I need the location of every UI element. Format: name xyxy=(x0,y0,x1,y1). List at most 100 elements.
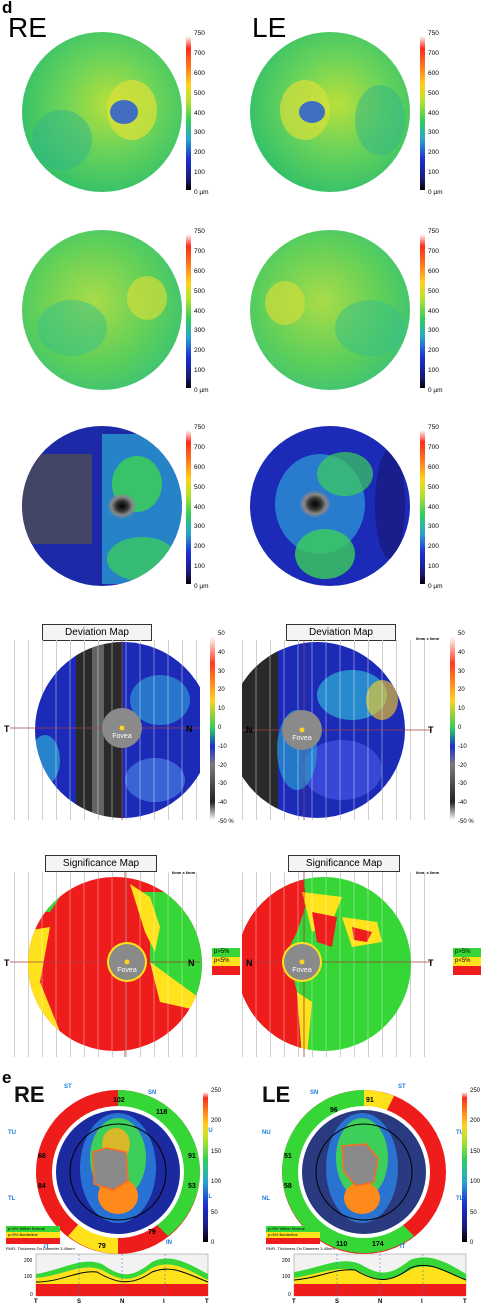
re-sector-nu: NU xyxy=(204,1128,213,1134)
le-deviation-scale-bar xyxy=(450,636,455,820)
re-scale-labels-2: 750 700 600 500 400 300 200 100 0 µm xyxy=(194,228,209,394)
svg-text:200: 200 xyxy=(24,1258,33,1264)
le-label: LE xyxy=(252,12,287,43)
re-sector-st: ST xyxy=(64,1084,72,1090)
le-scale-bar-1 xyxy=(420,36,425,190)
e-re-legend: p>5% Within Normal p<5% Borderline p<1% … xyxy=(6,1226,60,1244)
le-thickness-map-2 xyxy=(250,230,410,390)
le-deviation-left-label: N xyxy=(246,725,253,735)
e-le-label: LE xyxy=(262,1082,291,1107)
le-sector-tu: TU xyxy=(456,1130,464,1136)
re-scale-labels-1: 750 700 600 500 400 300 200 100 0 µm xyxy=(194,30,209,196)
e-re-rnfl-map: 102 118 68 91 84 53 79 79 xyxy=(36,1090,200,1254)
le-deviation-map: Fovea N T xyxy=(242,640,434,820)
le-scale-labels-2: 750 700 600 500 400 300 200 100 0 µm xyxy=(428,228,443,394)
re-deviation-fovea: Fovea xyxy=(112,733,132,740)
re-significance-title: Significance Map xyxy=(45,855,157,872)
le-sector-nu: NU xyxy=(262,1130,271,1136)
re-val-nl: 53 xyxy=(188,1183,196,1190)
legend-yellow: p<5% xyxy=(212,957,240,966)
le-thickness-map-3 xyxy=(250,426,410,586)
re-sector-in: IN xyxy=(166,1240,172,1246)
le-scale-labels-1: 750 700 600 500 400 300 200 100 0 µm xyxy=(428,30,443,196)
e-re-profile-caption: RNFL Thickness On Diameter 3.45mm xyxy=(6,1246,75,1251)
le-significance-left-label: N xyxy=(246,958,253,968)
re-val-tl: 84 xyxy=(38,1183,46,1190)
le-sector-st: ST xyxy=(398,1084,406,1090)
le-significance-right-label: T xyxy=(428,958,434,968)
le-sector-tl: TL xyxy=(456,1196,464,1202)
le-scale-labels-3: 750 700 600 500 400 300 200 100 0 µm xyxy=(428,424,443,590)
re-scale-labels-3: 750 700 600 500 400 300 200 100 0 µm xyxy=(194,424,209,590)
le-thickness-map-1 xyxy=(250,32,410,192)
re-significance-fovea: Fovea xyxy=(117,967,137,974)
svg-text:N: N xyxy=(120,1299,124,1304)
svg-text:0: 0 xyxy=(288,1292,291,1298)
re-thickness-map-2 xyxy=(22,230,182,390)
e-re-scale-bar xyxy=(203,1092,208,1242)
re-val-it: 79 xyxy=(98,1243,106,1250)
re-significance-left-label: T xyxy=(4,958,10,968)
re-scale-bar-3 xyxy=(186,430,191,584)
e-re-tsnit-profile: 200 100 0 T S N I T xyxy=(24,1253,209,1304)
re-deviation-title: Deviation Map xyxy=(42,624,152,641)
re-significance-right-label: N xyxy=(188,958,195,968)
re-significance-map: Fovea T N xyxy=(4,872,202,1057)
svg-text:100: 100 xyxy=(24,1274,33,1280)
legend-red: p<1% xyxy=(453,966,481,975)
re-sector-nl: NL xyxy=(204,1194,212,1200)
legend-green: p>5% xyxy=(212,948,240,957)
svg-text:100: 100 xyxy=(282,1274,291,1280)
le-deviation-size: 6mm x 6mm xyxy=(416,636,440,641)
legend-yellow: p<5% xyxy=(453,957,481,966)
re-sector-tl: TL xyxy=(8,1196,16,1202)
e-le-legend: p>5% Within Normal p<5% Borderline p<1% … xyxy=(266,1226,320,1244)
e-le-profile-caption: RNFL Thickness On Diameter 3.45mm xyxy=(266,1246,335,1251)
svg-text:N: N xyxy=(378,1299,382,1304)
le-sector-it: IT xyxy=(400,1244,406,1250)
re-val-nu: 91 xyxy=(188,1153,196,1160)
re-deviation-right-label: N xyxy=(186,724,193,734)
svg-text:T: T xyxy=(292,1299,296,1304)
panel-letter-d: d xyxy=(2,0,13,17)
legend-green: p>5% xyxy=(453,948,481,957)
svg-text:I: I xyxy=(163,1299,165,1304)
le-scale-bar-2 xyxy=(420,234,425,388)
e-le-scale-bar xyxy=(462,1092,467,1242)
le-val-nu: 51 xyxy=(284,1153,292,1160)
svg-text:S: S xyxy=(77,1299,81,1304)
le-val-it: 174 xyxy=(372,1241,384,1248)
le-significance-title: Significance Map xyxy=(288,855,400,872)
le-val-nl: 58 xyxy=(284,1183,292,1190)
re-sector-it: IT xyxy=(44,1244,50,1250)
e-le-rnfl-map: 96 91 51 58 110 174 xyxy=(282,1090,446,1254)
e-le-tsnit-profile: 200 100 0 T S N I T xyxy=(282,1253,467,1304)
svg-text:S: S xyxy=(335,1299,339,1304)
re-scale-bar-1 xyxy=(186,36,191,190)
re-thickness-map-1 xyxy=(22,32,182,192)
re-scale-bar-2 xyxy=(186,234,191,388)
e-re-scale-labels: 250 200 150 100 50 0 xyxy=(211,1088,222,1246)
re-val-tu: 68 xyxy=(38,1153,46,1160)
svg-text:T: T xyxy=(463,1299,467,1304)
svg-text:T: T xyxy=(205,1299,209,1304)
le-sector-sn: SN xyxy=(310,1090,319,1096)
re-label: RE xyxy=(8,12,47,43)
le-val-st: 91 xyxy=(366,1097,374,1104)
e-le-scale-labels: 250 200 150 100 50 0 xyxy=(470,1088,481,1246)
re-val-sn: 118 xyxy=(156,1109,167,1116)
legend-red: p<1% xyxy=(212,966,240,975)
le-significance-map: Fovea N T xyxy=(242,872,434,1057)
svg-text:0: 0 xyxy=(30,1292,33,1298)
le-deviation-right-label: T xyxy=(428,725,434,735)
re-deviation-left-label: T xyxy=(4,724,10,734)
re-val-in: 79 xyxy=(148,1229,156,1236)
le-deviation-title: Deviation Map xyxy=(286,624,396,641)
panel-letter-e: e xyxy=(2,1068,12,1087)
re-deviation-scale-labels: 50 40 30 20 10 0 -10 -20 -30 -40 -50 % xyxy=(218,631,234,825)
re-sector-tu: TU xyxy=(8,1130,16,1136)
re-val-st: 102 xyxy=(113,1097,125,1104)
re-significance-legend: p>5% p<5% p<1% xyxy=(212,948,240,975)
re-deviation-scale-bar xyxy=(210,636,215,820)
svg-text:200: 200 xyxy=(282,1258,291,1264)
